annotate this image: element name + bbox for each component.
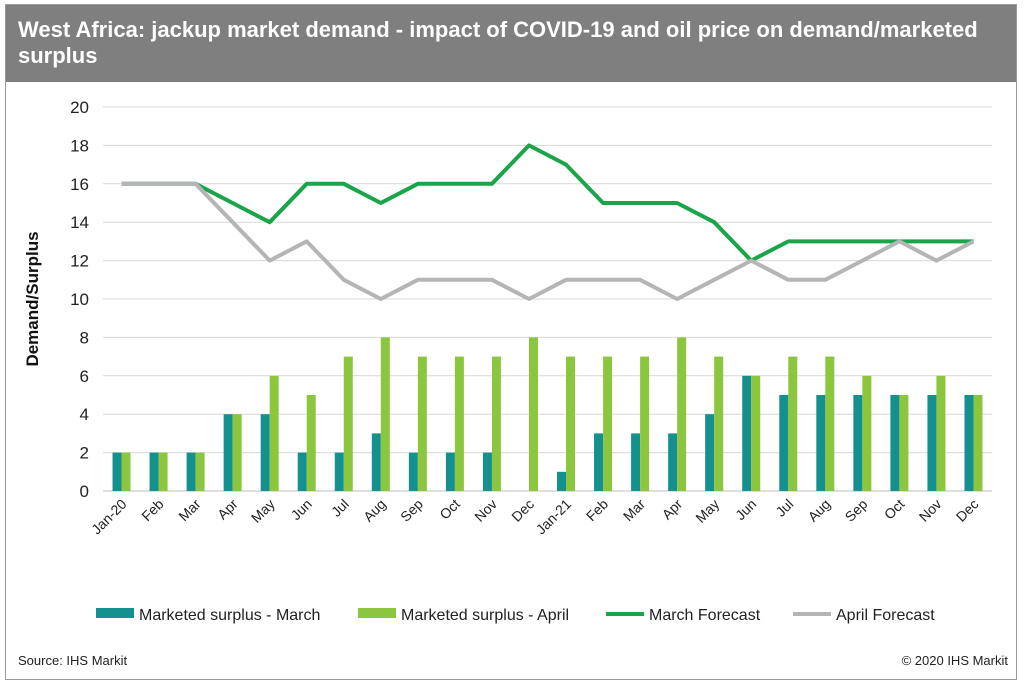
bar <box>528 337 538 491</box>
bar <box>640 356 650 491</box>
x-tick-label: Aug <box>360 496 389 525</box>
legend-label: April Forecast <box>836 607 935 624</box>
bar <box>445 452 455 491</box>
bar <box>566 356 576 491</box>
x-tick-label: Nov <box>471 496 500 525</box>
x-tick-label: Apr <box>659 496 686 523</box>
bar <box>890 395 900 491</box>
y-tick-label: 14 <box>70 213 89 232</box>
bar <box>705 414 715 491</box>
bar <box>862 375 872 491</box>
y-tick-label: 18 <box>70 136 89 155</box>
x-tick-label: May <box>248 496 278 526</box>
y-tick-label: 10 <box>70 290 89 309</box>
bar <box>121 452 131 491</box>
bar <box>668 433 678 491</box>
bar <box>223 414 233 491</box>
bar <box>973 395 983 491</box>
bar <box>306 395 316 491</box>
legend-swatch <box>96 608 134 618</box>
y-axis-title: Demand/Surplus <box>23 231 42 366</box>
x-tick-label: Nov <box>916 496 945 525</box>
x-tick-label: Mar <box>175 496 204 525</box>
x-tick-label: Dec <box>953 496 982 525</box>
bar <box>594 433 604 491</box>
copyright-note: © 2020 IHS Markit <box>901 653 1008 668</box>
bar <box>491 356 501 491</box>
bar <box>297 452 307 491</box>
legend-label: March Forecast <box>649 607 761 624</box>
series-line <box>121 181 975 301</box>
bar <box>186 452 196 491</box>
x-tick-label: Dec <box>508 496 537 525</box>
bar <box>899 395 909 491</box>
x-tick-label: Jul <box>772 496 796 520</box>
x-tick-label: Oct <box>436 496 463 523</box>
x-tick-label: Aug <box>804 496 833 525</box>
bar <box>603 356 613 491</box>
bar <box>779 395 789 491</box>
bar <box>751 375 761 491</box>
bar <box>742 375 752 491</box>
chart-title: West Africa: jackup market demand - impa… <box>18 17 978 68</box>
bar <box>149 452 159 491</box>
bar <box>788 356 798 491</box>
bar <box>714 356 724 491</box>
bar <box>936 375 946 491</box>
bar <box>853 395 863 491</box>
y-tick-label: 12 <box>70 252 89 271</box>
x-tick-label: Jan-20 <box>88 496 130 538</box>
bar <box>343 356 353 491</box>
x-tick-label: Sep <box>842 496 871 525</box>
y-tick-label: 20 <box>70 98 89 117</box>
chart-svg: 0 2 4 6 8 10 12 14 16 18 20 Demand/Surplus Jan-20 Feb… <box>23 98 992 624</box>
bar <box>677 337 687 491</box>
x-tick-label: Feb <box>583 496 612 525</box>
bar <box>232 414 242 491</box>
legend-label: Marketed surplus - April <box>401 607 569 624</box>
bar <box>260 414 270 491</box>
legend-label: Marketed surplus - March <box>139 607 320 624</box>
bar <box>334 452 344 491</box>
title-bar: West Africa: jackup market demand - impa… <box>6 5 1016 82</box>
chart-frame: West Africa: jackup market demand - impa… <box>5 4 1017 680</box>
x-tick-label: Jun <box>288 496 315 523</box>
y-tick-label: 4 <box>80 405 89 424</box>
y-tick-label: 16 <box>70 175 89 194</box>
bar <box>825 356 835 491</box>
bar <box>927 395 937 491</box>
x-tick-label: Oct <box>881 496 908 523</box>
bar <box>380 337 390 491</box>
bar <box>371 433 381 491</box>
bar <box>482 452 492 491</box>
x-tick-label: Feb <box>138 496 167 525</box>
x-tick-label: Jan-21 <box>533 496 575 538</box>
x-tick-label: Jul <box>328 496 352 520</box>
bar <box>408 452 418 491</box>
bar <box>631 433 641 491</box>
y-tick-label: 6 <box>80 367 89 386</box>
x-tick-label: Sep <box>397 496 426 525</box>
x-tick-label: Jun <box>732 496 759 523</box>
series-line <box>121 143 974 263</box>
bar <box>816 395 826 491</box>
legend-swatch <box>358 608 396 618</box>
bar <box>964 395 974 491</box>
y-tick-label: 8 <box>80 328 89 347</box>
x-tick-label: Mar <box>620 496 649 525</box>
bar <box>454 356 464 491</box>
source-note: Source: IHS Markit <box>18 653 128 668</box>
bar <box>557 471 567 491</box>
bar <box>195 452 205 491</box>
bar <box>269 375 279 491</box>
bar <box>417 356 427 491</box>
y-tick-label: 0 <box>80 482 89 501</box>
bar <box>112 452 122 491</box>
x-tick-label: Apr <box>214 496 241 523</box>
x-tick-label: May <box>692 496 722 526</box>
bar <box>158 452 168 491</box>
y-tick-label: 2 <box>80 444 89 463</box>
